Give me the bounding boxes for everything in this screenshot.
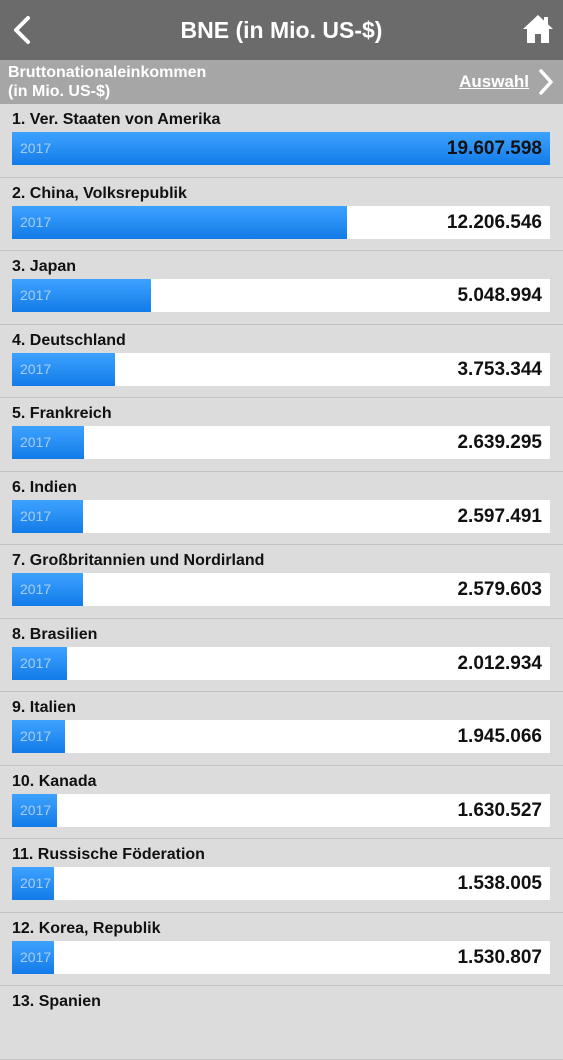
value-bar <box>12 940 54 974</box>
year-label: 2017 <box>20 654 52 671</box>
year-label: 2017 <box>20 948 52 965</box>
list-description-line2: (in Mio. US-$) <box>8 83 111 100</box>
value-label: 1.530.807 <box>457 946 542 968</box>
year-label: 2017 <box>20 801 52 818</box>
country-label: 8. Brasilien <box>12 625 98 643</box>
value-bar <box>12 646 68 680</box>
list-item[interactable]: 13. Spanien <box>0 986 563 1060</box>
auswahl-label: Auswahl <box>459 72 529 91</box>
country-label: 13. Spanien <box>12 993 101 1010</box>
year-label: 2017 <box>20 213 52 230</box>
list-item[interactable]: 2. China, Volksrepublik 2017 12.206.546 <box>0 177 563 251</box>
list-item[interactable]: 11. Russische Föderation 2017 1.538.005 <box>0 839 563 913</box>
list-description-line1: Bruttonationaleinkommen <box>8 64 207 81</box>
value-bar <box>12 867 55 900</box>
value-label: 2.012.934 <box>457 652 542 674</box>
value-label: 19.607.598 <box>446 138 542 159</box>
year-label: 2017 <box>20 360 52 377</box>
list-item[interactable]: 9. Italien 2017 1.945.066 <box>0 692 563 766</box>
list-item[interactable]: 6. Indien 2017 2.597.491 <box>0 471 563 545</box>
back-button[interactable] <box>6 10 46 50</box>
year-label: 2017 <box>20 434 52 450</box>
list-item[interactable]: 5. Frankreich 2017 2.639.295 <box>0 398 563 472</box>
value-bar-track: 2017 1.538.005 <box>12 867 550 900</box>
value-label: 2.579.603 <box>457 579 542 600</box>
nav-bar: BNE (in Mio. US-$) <box>0 0 563 60</box>
page-title: BNE (in Mio. US-$) <box>180 17 383 43</box>
value-bar-track: 2017 1.530.807 <box>12 940 550 974</box>
value-bar <box>12 720 66 753</box>
list-item[interactable]: 7. Großbritannien und Nordirland 2017 2.57… <box>0 545 563 619</box>
value-bar-track: 2017 1.945.066 <box>12 720 550 753</box>
year-label: 2017 <box>20 581 52 597</box>
subheader: Bruttonationaleinkommen (in Mio. US-$) A… <box>0 60 563 104</box>
year-label: 2017 <box>20 875 52 891</box>
year-label: 2017 <box>20 287 52 303</box>
value-bar-track: 2017 5.048.994 <box>12 279 550 312</box>
country-label: 2. China, Volksrepublik <box>12 184 187 202</box>
country-label: 5. Frankreich <box>12 405 112 422</box>
list-item[interactable]: 3. Japan 2017 5.048.994 <box>0 251 563 325</box>
value-label: 12.206.546 <box>446 211 542 233</box>
country-label: 7. Großbritannien und Nordirland <box>12 552 265 569</box>
country-label: 4. Deutschland <box>12 331 126 349</box>
value-bar-track: 2017 2.012.934 <box>12 646 550 680</box>
value-label: 1.945.066 <box>457 726 542 747</box>
chevron-left-icon <box>14 16 30 44</box>
auswahl-button[interactable]: Auswahl <box>459 66 555 98</box>
value-label: 3.753.344 <box>457 358 542 380</box>
country-label: 9. Italien <box>12 699 77 716</box>
year-label: 2017 <box>20 507 52 524</box>
country-label: 1. Ver. Staaten von Amerika <box>12 111 221 128</box>
value-bar <box>12 573 83 606</box>
list-description: Bruttonationaleinkommen (in Mio. US-$) <box>8 63 206 101</box>
list-item[interactable]: 8. Brasilien 2017 2.012.934 <box>0 618 563 692</box>
value-bar-track: 2017 3.753.344 <box>12 352 550 386</box>
chevron-right-icon <box>539 69 553 95</box>
value-bar-track: 2017 1.630.527 <box>12 793 550 827</box>
value-bar-track: 2017 2.639.295 <box>12 426 550 459</box>
value-bar <box>12 205 347 239</box>
value-label: 1.630.527 <box>457 799 542 821</box>
country-label: 6. Indien <box>12 478 77 496</box>
country-label: 10. Kanada <box>12 772 97 790</box>
value-bar <box>12 426 85 459</box>
value-bar <box>12 132 550 165</box>
list-item[interactable]: 12. Korea, Republik 2017 1.530.807 <box>0 912 563 986</box>
value-bar <box>12 352 115 386</box>
country-label: 12. Korea, Republik <box>12 919 161 937</box>
list-item[interactable]: 4. Deutschland 2017 3.753.344 <box>0 324 563 398</box>
ranking-list: 1. Ver. Staaten von Amerika 2017 19.607.59… <box>0 104 563 1060</box>
value-label: 2.597.491 <box>457 505 542 527</box>
value-bar <box>12 279 151 312</box>
value-label: 2.639.295 <box>457 432 542 453</box>
value-label: 1.538.005 <box>457 873 542 894</box>
country-label: 3. Japan <box>12 258 77 275</box>
year-label: 2017 <box>20 728 52 744</box>
value-bar <box>12 793 57 827</box>
list-item[interactable]: 10. Kanada 2017 1.630.527 <box>0 765 563 839</box>
value-bar-track: 2017 19.607.598 <box>12 132 550 165</box>
value-bar-track: 2017 2.579.603 <box>12 573 550 606</box>
year-label: 2017 <box>20 140 52 156</box>
home-button[interactable] <box>521 12 555 46</box>
value-bar-track: 2017 2.597.491 <box>12 499 550 533</box>
home-icon <box>523 15 553 43</box>
value-bar-track: 2017 12.206.546 <box>12 205 550 239</box>
country-label: 11. Russische Föderation <box>12 846 205 863</box>
value-bar <box>12 499 84 533</box>
value-label: 5.048.994 <box>457 285 542 306</box>
list-item[interactable]: 1. Ver. Staaten von Amerika 2017 19.607.59… <box>0 104 563 178</box>
